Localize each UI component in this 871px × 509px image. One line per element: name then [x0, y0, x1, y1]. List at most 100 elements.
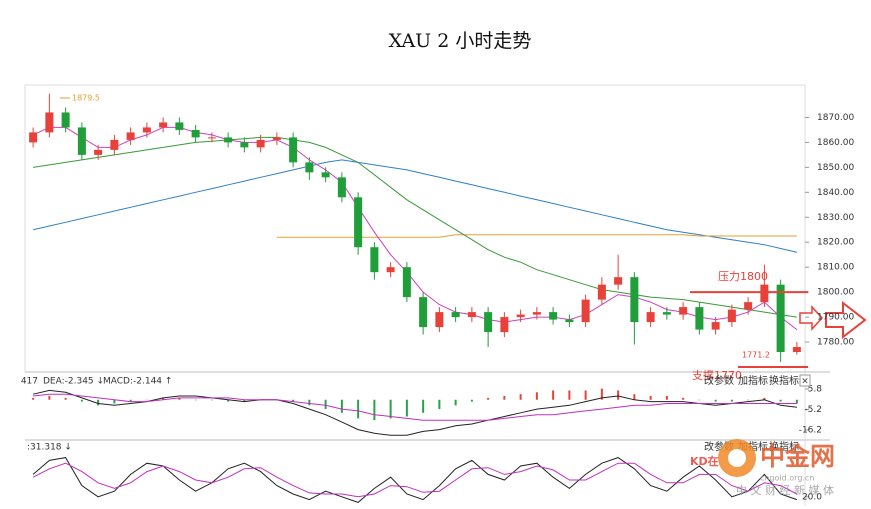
moving-average	[32, 159, 798, 253]
macd-bar	[438, 399, 441, 410]
macd-bar	[682, 397, 685, 400]
candle-body	[370, 247, 379, 273]
macd-bar	[129, 399, 132, 402]
macd-bar	[568, 390, 571, 400]
watermark-slogan: 中 文 财 经 新 媒 体	[736, 483, 834, 497]
candle-body	[484, 312, 493, 333]
y-tick-label: 1790.00	[817, 313, 854, 323]
macd-bar	[194, 399, 197, 401]
candle-body	[61, 112, 70, 128]
candle-body	[744, 302, 753, 310]
y-tick-label: 1860.00	[817, 138, 854, 148]
macd-bar	[113, 399, 116, 404]
dif-line	[32, 389, 797, 436]
macd-bar	[422, 399, 425, 413]
candle-body	[581, 299, 590, 323]
macd-bar	[714, 399, 717, 402]
macd-bar	[584, 390, 587, 400]
candle-body	[191, 129, 200, 138]
macd-bar	[535, 392, 538, 400]
candle-body	[467, 312, 476, 318]
chart-title: XAU 2 小时走势	[389, 30, 532, 52]
candle-body	[597, 284, 606, 300]
macd-bar	[324, 399, 327, 410]
macd-bar	[210, 399, 213, 401]
candle-body	[337, 177, 346, 198]
y-tick-label: 5.8	[808, 384, 823, 394]
level-label: 支撑1770	[692, 368, 742, 382]
macd-bar	[357, 399, 360, 419]
candle-body	[435, 312, 444, 328]
annotation: 1879.5	[72, 94, 100, 103]
moving-average	[32, 126, 798, 330]
candle-body	[532, 312, 541, 315]
candle-body	[94, 149, 103, 155]
close-box[interactable]	[799, 374, 811, 387]
candle-body	[451, 312, 460, 318]
candle-body	[614, 277, 623, 285]
candle-body	[305, 162, 314, 173]
y-tick-label: 1840.00	[817, 188, 854, 198]
macd-bar	[779, 399, 782, 402]
candle-body	[549, 312, 558, 320]
y-tick-label: 1830.00	[817, 213, 854, 223]
d-line	[32, 462, 798, 498]
button[interactable]: 换指标	[769, 440, 799, 453]
macd-bar	[503, 396, 506, 400]
trend-arrow	[799, 305, 824, 331]
macd-bar	[405, 399, 408, 417]
candle-body	[354, 197, 363, 248]
button[interactable]: 换指标	[769, 374, 799, 387]
candle-body	[760, 284, 769, 303]
candle-body	[159, 122, 168, 128]
candle-body	[792, 347, 801, 353]
macd-label: 417	[21, 377, 38, 387]
macd-bar	[487, 397, 490, 400]
macd-bar	[373, 399, 376, 421]
macd-bar	[552, 390, 555, 400]
candle-body	[77, 127, 86, 155]
button[interactable]: 加指标	[738, 374, 768, 387]
macd-bar	[470, 399, 473, 402]
candle-body	[240, 142, 249, 148]
candle-body	[419, 297, 428, 328]
y-tick-label: 1820.00	[817, 238, 854, 248]
macd-bar	[243, 399, 246, 402]
trend-arrow	[825, 300, 867, 340]
macd-bar	[649, 396, 652, 400]
candle-body	[224, 137, 233, 143]
macd-bar	[48, 396, 51, 400]
macd-label: DEA:-2.345 ↓	[43, 377, 104, 387]
moving-average	[276, 234, 797, 238]
macd-bar	[64, 397, 67, 400]
close-button[interactable]: ×	[801, 377, 809, 387]
candle-body	[29, 132, 38, 143]
candle-body	[727, 309, 736, 323]
candle-body	[776, 284, 785, 353]
macd-bar	[795, 399, 798, 404]
candle-body	[500, 317, 509, 333]
candle-body	[142, 127, 151, 133]
macd-bar	[340, 399, 343, 413]
candle-body	[711, 322, 720, 330]
watermark-brand: 中金网	[760, 442, 835, 471]
macd-bar	[80, 399, 83, 402]
macd-bar	[519, 394, 522, 400]
button[interactable]: 改参数	[704, 374, 734, 387]
y-tick-label: -16.2	[799, 425, 822, 435]
candle-body	[110, 139, 119, 150]
candle-body	[662, 312, 671, 315]
macd-bar	[747, 399, 750, 401]
macd-bar	[730, 399, 733, 402]
y-tick-label: 1780.00	[817, 338, 854, 348]
macd-bar	[600, 388, 603, 400]
macd-bar	[665, 396, 668, 400]
marks: 1780.00 1790.00 1800.00 1810.00 1820.00 1830.…	[29, 94, 854, 503]
macd-label: MACD:-2.144 ↑	[103, 377, 172, 387]
macd-bar	[617, 390, 620, 400]
candle-body	[516, 314, 525, 318]
macd-bar	[308, 399, 311, 406]
macd-bar	[454, 399, 457, 406]
macd-bar	[633, 394, 636, 400]
